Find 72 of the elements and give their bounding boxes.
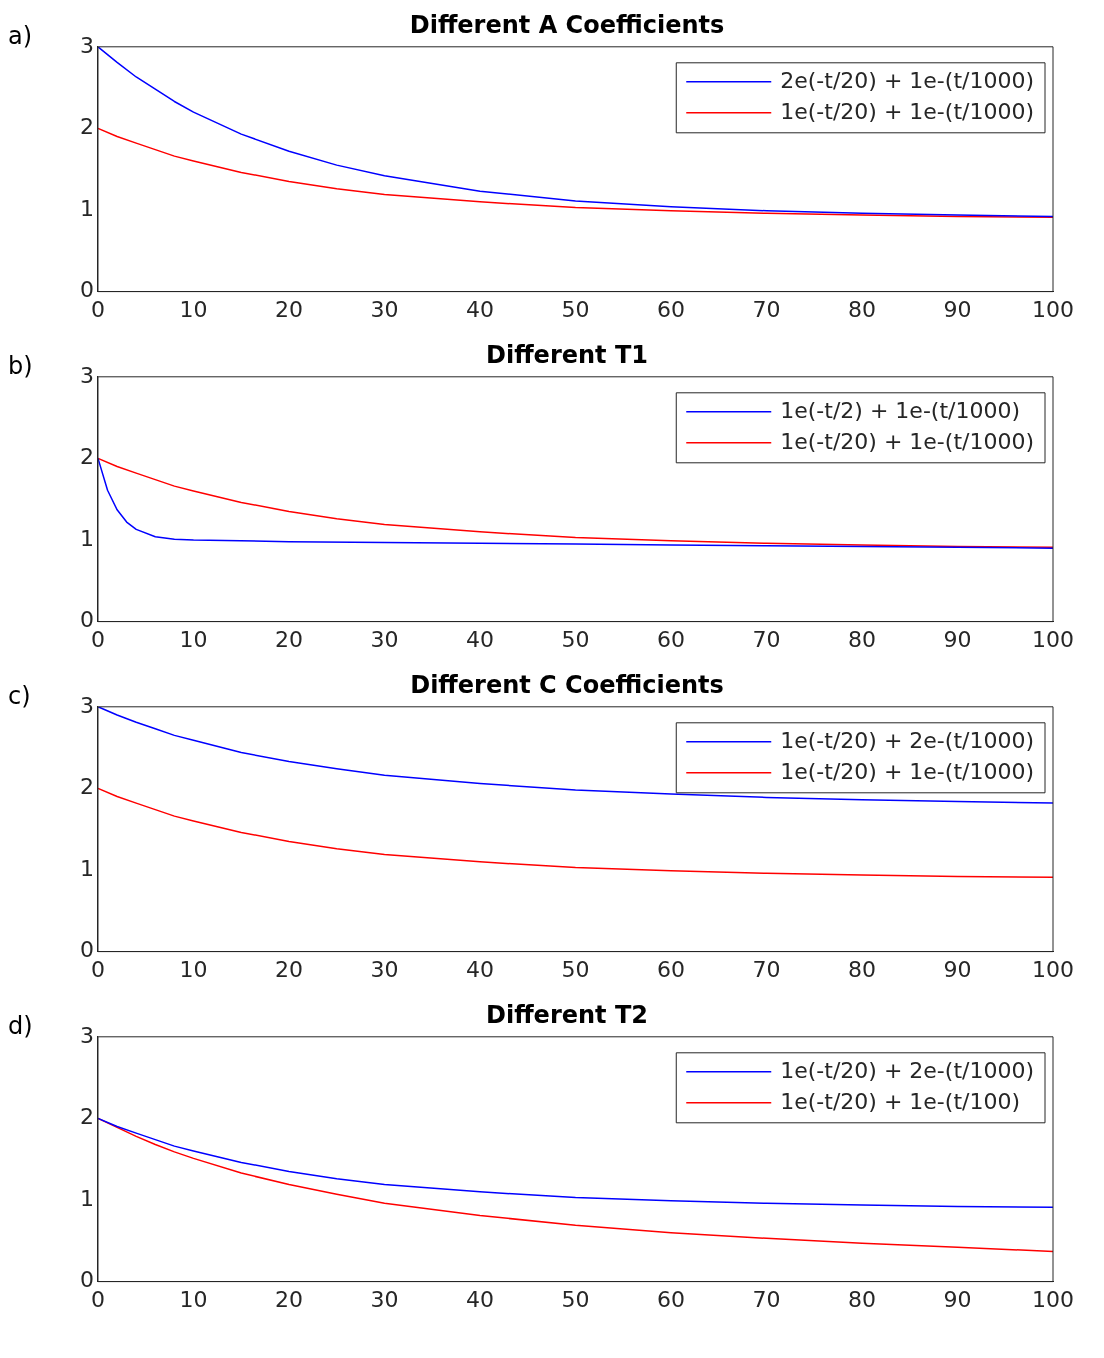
legend-label: 1e(-t/20) + 1e-(t/100) (780, 1088, 1021, 1114)
y-tick-label: 3 (80, 1022, 94, 1048)
y-tick-label: 3 (80, 32, 94, 58)
x-tick-label: 60 (657, 956, 685, 982)
x-tick-label: 100 (1032, 956, 1074, 982)
text: c) (8, 682, 32, 710)
text: a) (8, 22, 34, 50)
x-tick-label: 50 (561, 956, 590, 982)
x-tick-label: 30 (370, 1286, 399, 1312)
x-tick-label: 70 (752, 296, 781, 322)
y-tick-label: 1 (80, 525, 94, 551)
x-tick-label: 90 (943, 956, 972, 982)
legend-label: 1e(-t/20) + 1e-(t/1000) (780, 98, 1035, 124)
x-tick-label: 80 (848, 626, 876, 652)
x-tick-label: 30 (370, 296, 399, 322)
y-tick-label: 0 (80, 937, 94, 963)
x-tick-label: 100 (1032, 296, 1074, 322)
chart-title: Different C Coefficients (410, 670, 724, 699)
x-tick-label: 30 (370, 956, 399, 982)
y-tick-label: 3 (80, 692, 94, 718)
y-tick-label: 0 (80, 277, 94, 303)
y-tick-label: 1 (80, 855, 94, 881)
x-tick-label: 40 (466, 1286, 494, 1312)
x-tick-label: 20 (275, 626, 303, 652)
y-tick-label: 1 (80, 195, 94, 221)
y-tick-label: 0 (80, 1267, 94, 1293)
x-tick-label: 50 (561, 626, 590, 652)
x-tick-label: 100 (1032, 626, 1074, 652)
x-tick-label: 40 (466, 956, 494, 982)
text: b) (8, 352, 34, 380)
x-tick-label: 90 (943, 1286, 972, 1312)
legend-label: 1e(-t/20) + 1e-(t/1000) (780, 758, 1035, 784)
legend-label: 1e(-t/20) + 2e-(t/1000) (780, 1057, 1035, 1083)
x-tick-label: 60 (657, 296, 685, 322)
legend-label: 1e(-t/2) + 1e-(t/1000) (780, 397, 1021, 423)
legend-label: 1e(-t/20) + 2e-(t/1000) (780, 727, 1035, 753)
x-tick-label: 60 (657, 1286, 685, 1312)
chart-title: Different T2 (486, 1000, 648, 1029)
x-tick-label: 70 (752, 1286, 781, 1312)
y-tick-label: 2 (80, 444, 94, 470)
y-tick-label: 2 (80, 774, 94, 800)
x-tick-label: 100 (1032, 1286, 1074, 1312)
x-tick-label: 90 (943, 626, 972, 652)
legend-label: 1e(-t/20) + 1e-(t/1000) (780, 428, 1035, 454)
y-tick-label: 3 (80, 362, 94, 388)
x-tick-label: 20 (275, 296, 303, 322)
x-tick-label: 30 (370, 626, 399, 652)
x-tick-label: 10 (179, 626, 208, 652)
x-tick-label: 70 (752, 626, 781, 652)
x-tick-label: 10 (179, 296, 208, 322)
legend-label: 2e(-t/20) + 1e-(t/1000) (780, 67, 1035, 93)
x-tick-label: 60 (657, 626, 685, 652)
y-tick-label: 2 (80, 114, 94, 140)
x-tick-label: 20 (275, 956, 303, 982)
x-tick-label: 40 (466, 296, 494, 322)
chart-title: Different T1 (486, 340, 648, 369)
x-tick-label: 10 (179, 956, 208, 982)
x-tick-label: 50 (561, 296, 590, 322)
x-tick-label: 10 (179, 1286, 208, 1312)
x-tick-label: 80 (848, 956, 876, 982)
y-tick-label: 2 (80, 1104, 94, 1130)
chart-title: Different A Coefficients (409, 10, 725, 39)
y-tick-label: 1 (80, 1185, 94, 1211)
x-tick-label: 80 (848, 1286, 876, 1312)
y-tick-label: 0 (80, 607, 94, 633)
x-tick-label: 50 (561, 1286, 590, 1312)
x-tick-label: 80 (848, 296, 876, 322)
x-tick-label: 90 (943, 296, 972, 322)
x-tick-label: 20 (275, 1286, 303, 1312)
x-tick-label: 40 (466, 626, 494, 652)
x-tick-label: 70 (752, 956, 781, 982)
text: d) (8, 1012, 34, 1040)
